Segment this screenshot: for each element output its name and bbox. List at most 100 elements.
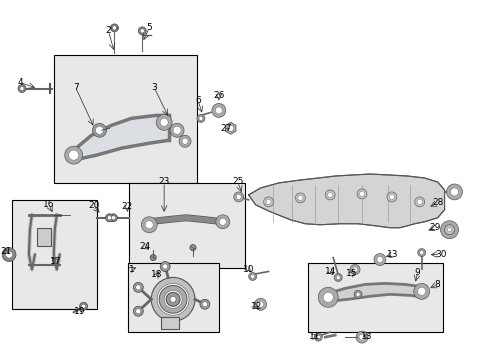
Text: 4: 4 <box>17 78 23 87</box>
Circle shape <box>355 292 359 296</box>
Text: 8: 8 <box>434 280 440 289</box>
Circle shape <box>358 334 364 340</box>
Circle shape <box>68 150 79 160</box>
Text: 2: 2 <box>105 26 111 35</box>
Bar <box>54 55 197 183</box>
Circle shape <box>64 146 82 164</box>
Bar <box>161 317 179 329</box>
Circle shape <box>110 24 118 32</box>
Circle shape <box>173 126 181 134</box>
Circle shape <box>219 218 226 225</box>
Circle shape <box>20 86 24 90</box>
Circle shape <box>109 214 117 222</box>
Circle shape <box>215 215 229 229</box>
Circle shape <box>440 221 458 239</box>
Circle shape <box>133 282 143 292</box>
Circle shape <box>419 251 423 255</box>
Circle shape <box>202 302 207 307</box>
Text: 29: 29 <box>428 223 439 232</box>
Circle shape <box>447 228 450 232</box>
Polygon shape <box>225 122 235 134</box>
Circle shape <box>157 283 189 315</box>
Circle shape <box>250 274 254 278</box>
Text: 10: 10 <box>243 265 254 274</box>
Circle shape <box>215 107 222 114</box>
Text: 3: 3 <box>151 83 157 92</box>
Circle shape <box>107 216 111 220</box>
Text: 27: 27 <box>220 124 231 133</box>
Circle shape <box>112 26 116 30</box>
Circle shape <box>145 221 153 229</box>
Polygon shape <box>327 283 424 301</box>
Circle shape <box>182 138 187 144</box>
Circle shape <box>263 197 273 207</box>
Circle shape <box>5 251 13 258</box>
Bar <box>12 200 96 309</box>
Text: 18: 18 <box>151 270 163 279</box>
Circle shape <box>81 304 85 308</box>
Text: 16: 16 <box>43 201 55 210</box>
Circle shape <box>316 335 320 339</box>
Text: 28: 28 <box>431 198 443 207</box>
Circle shape <box>416 199 421 204</box>
Circle shape <box>140 29 144 33</box>
Bar <box>308 262 442 332</box>
Polygon shape <box>74 115 169 160</box>
Circle shape <box>353 291 361 298</box>
Text: 15: 15 <box>346 269 357 278</box>
Circle shape <box>95 126 103 134</box>
Polygon shape <box>248 174 444 228</box>
Text: 22: 22 <box>122 202 133 211</box>
Circle shape <box>80 302 87 310</box>
Circle shape <box>199 116 203 120</box>
Text: 17: 17 <box>50 257 61 266</box>
Circle shape <box>417 249 425 257</box>
Circle shape <box>325 190 334 200</box>
Circle shape <box>444 225 453 235</box>
Circle shape <box>233 192 243 202</box>
Circle shape <box>359 192 364 197</box>
Circle shape <box>413 283 429 299</box>
Circle shape <box>254 298 266 310</box>
Circle shape <box>444 225 453 235</box>
Circle shape <box>163 264 167 269</box>
Circle shape <box>386 192 396 202</box>
Text: 14: 14 <box>324 267 335 276</box>
Circle shape <box>160 261 170 271</box>
Text: 23: 23 <box>158 177 169 186</box>
Circle shape <box>295 193 305 203</box>
Circle shape <box>449 188 458 196</box>
Circle shape <box>18 85 26 93</box>
Text: 6: 6 <box>195 96 201 105</box>
Circle shape <box>211 103 225 117</box>
Circle shape <box>141 217 157 233</box>
Text: 13: 13 <box>386 250 398 259</box>
Circle shape <box>136 285 141 290</box>
Circle shape <box>327 193 332 197</box>
Text: 7: 7 <box>73 83 79 92</box>
Circle shape <box>417 287 425 295</box>
Bar <box>129 183 244 267</box>
Circle shape <box>136 309 141 314</box>
Circle shape <box>318 287 338 307</box>
Text: 1: 1 <box>128 265 134 274</box>
Text: 9: 9 <box>414 268 420 277</box>
Circle shape <box>265 199 270 204</box>
Circle shape <box>170 123 183 137</box>
Text: 21: 21 <box>0 247 12 256</box>
Text: 13: 13 <box>361 332 372 341</box>
Circle shape <box>349 265 359 274</box>
Circle shape <box>376 257 382 262</box>
Text: 5: 5 <box>146 23 152 32</box>
Circle shape <box>138 27 146 35</box>
Circle shape <box>355 331 367 343</box>
Circle shape <box>170 296 176 302</box>
Circle shape <box>297 195 302 201</box>
Text: 11: 11 <box>308 332 319 341</box>
Circle shape <box>388 194 393 199</box>
Circle shape <box>356 189 366 199</box>
Circle shape <box>159 285 186 313</box>
Circle shape <box>151 278 195 321</box>
Circle shape <box>200 299 209 309</box>
Circle shape <box>197 114 204 122</box>
